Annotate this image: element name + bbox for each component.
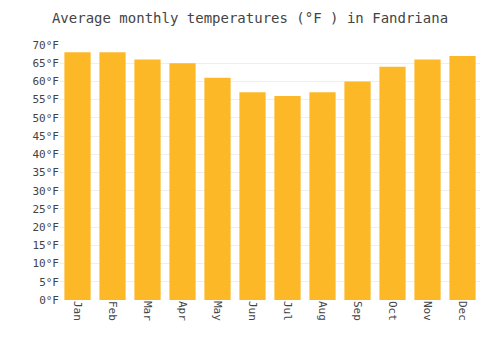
- svg-text:5°F: 5°F: [39, 276, 59, 289]
- svg-text:Jun: Jun: [246, 301, 259, 321]
- svg-text:50°F: 50°F: [33, 112, 60, 125]
- svg-text:55°F: 55°F: [33, 93, 60, 106]
- svg-text:10°F: 10°F: [33, 257, 60, 270]
- svg-text:45°F: 45°F: [33, 130, 60, 143]
- svg-text:40°F: 40°F: [33, 148, 60, 161]
- svg-text:60°F: 60°F: [33, 75, 60, 88]
- svg-text:35°F: 35°F: [33, 166, 60, 179]
- svg-text:Aug: Aug: [316, 301, 329, 321]
- svg-text:Apr: Apr: [176, 301, 189, 321]
- svg-text:May: May: [211, 301, 224, 321]
- svg-text:Feb: Feb: [106, 301, 119, 321]
- svg-text:65°F: 65°F: [33, 57, 60, 70]
- svg-text:15°F: 15°F: [33, 239, 60, 252]
- svg-text:Dec: Dec: [456, 301, 469, 321]
- svg-text:Mar: Mar: [141, 301, 154, 321]
- svg-text:Nov: Nov: [421, 301, 434, 321]
- svg-text:Oct: Oct: [386, 301, 399, 321]
- svg-text:Average monthly temperatures (: Average monthly temperatures (°F ) in Fa…: [52, 10, 448, 26]
- svg-text:Jul: Jul: [281, 301, 294, 321]
- svg-text:70°F: 70°F: [33, 39, 60, 52]
- svg-text:Sep: Sep: [351, 301, 364, 321]
- svg-text:0°F: 0°F: [39, 294, 59, 307]
- svg-text:30°F: 30°F: [33, 185, 60, 198]
- svg-text:Jan: Jan: [71, 301, 84, 321]
- svg-text:25°F: 25°F: [33, 203, 60, 216]
- svg-text:20°F: 20°F: [33, 221, 60, 234]
